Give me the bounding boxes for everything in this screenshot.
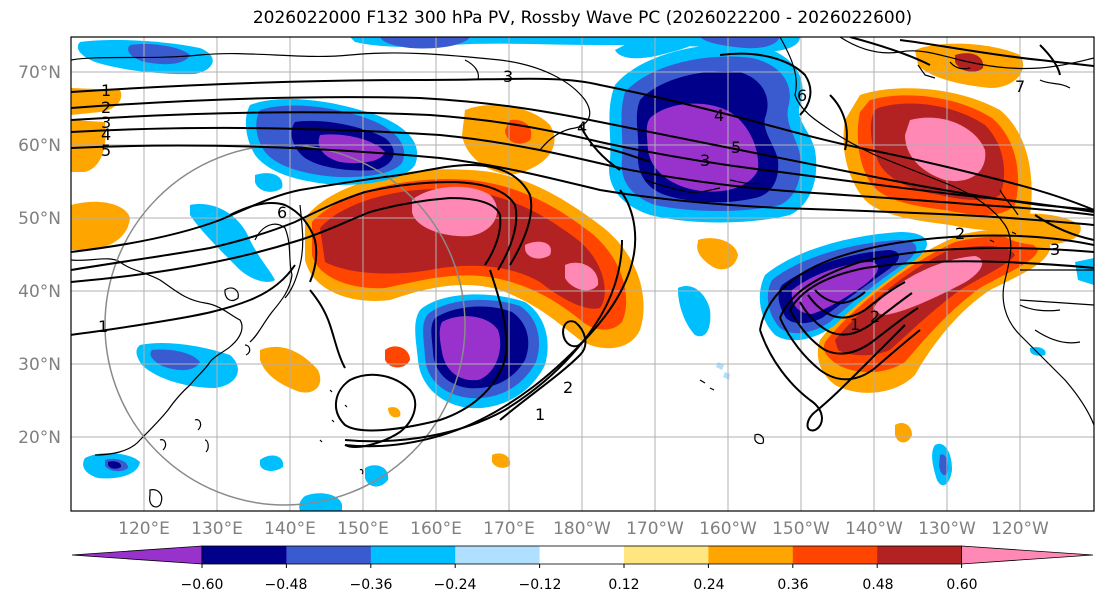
lon-label: 120°W — [991, 519, 1049, 539]
contour-label: 5 — [731, 138, 741, 157]
contour-label: 4 — [714, 106, 724, 125]
contour-label: 1 — [98, 317, 108, 336]
trough-central-north-pacific — [350, 37, 817, 223]
latitude-labels: 70°N 60°N 50°N 40°N 30°N 20°N — [18, 63, 61, 448]
colorbar-ticks: −0.60 −0.48 −0.36 −0.24 −0.12 0.12 0.24 … — [181, 577, 978, 593]
lat-label: 30°N — [18, 355, 61, 375]
lon-label: 160°E — [410, 519, 462, 539]
ridge-gulf-of-alaska — [843, 43, 1032, 231]
contour-label: 6 — [277, 203, 287, 222]
colorbar-segment — [792, 546, 878, 564]
lat-label: 40°N — [18, 282, 61, 302]
longitude-labels: 120°E 130°E 140°E 150°E 160°E 170°E 180°… — [118, 519, 1049, 539]
pc-contours — [71, 37, 1094, 448]
lon-label: 170°E — [483, 519, 535, 539]
lon-label: 160°W — [699, 519, 757, 539]
colorbar-tick-label: −0.48 — [265, 577, 308, 593]
contour-label: 3 — [1050, 240, 1060, 259]
colorbar-tick-label: −0.60 — [181, 577, 224, 593]
colorbar — [71, 545, 1094, 568]
contour-label: 4 — [101, 125, 111, 144]
colorbar-tick-label: 0.36 — [777, 577, 808, 593]
contour-label: 4 — [577, 118, 587, 137]
ridge-west-pacific — [305, 105, 644, 349]
lat-label: 50°N — [18, 209, 61, 229]
contour-label: 6 — [797, 86, 807, 105]
colorbar-extend-max — [961, 545, 1094, 565]
lon-label: 140°E — [264, 519, 316, 539]
contour-label: 3 — [101, 113, 111, 132]
lon-label: 150°W — [772, 519, 830, 539]
colorbar-segment — [624, 546, 709, 564]
contour-label: 5 — [101, 141, 111, 160]
colorbar-extend-min — [71, 545, 203, 565]
lon-label: 170°W — [626, 519, 684, 539]
colorbar-segment — [455, 546, 541, 564]
contour-label: 1 — [101, 81, 111, 100]
colorbar-tick-label: 0.12 — [608, 577, 639, 593]
lon-label: 140°W — [845, 519, 903, 539]
lon-label: 130°W — [918, 519, 976, 539]
colorbar-outline — [201, 545, 962, 565]
lat-label: 20°N — [18, 428, 61, 448]
lon-label: 120°E — [118, 519, 170, 539]
colorbar-segment — [202, 546, 287, 564]
contour-label: 1 — [850, 315, 860, 334]
contour-label: 2 — [101, 98, 111, 117]
graticule — [71, 37, 1094, 511]
contour-label: 2 — [563, 378, 573, 397]
lat-label: 70°N — [18, 63, 61, 83]
contour-label: 3 — [503, 67, 513, 86]
reference-circle — [104, 144, 466, 506]
colorbar-segment — [370, 546, 456, 564]
contour-label: 2 — [870, 307, 880, 326]
lat-label: 60°N — [18, 136, 61, 156]
contour-label: 2 — [955, 224, 965, 243]
map-frame — [70, 36, 1095, 512]
colorbar-tick-label: 0.48 — [862, 577, 893, 593]
colorbar-segment — [286, 546, 372, 564]
lon-label: 150°E — [337, 519, 389, 539]
pv-min-purple — [646, 103, 759, 192]
contour-label: 1 — [535, 405, 545, 424]
colorbar-segment — [877, 546, 963, 564]
lon-label: 180°W — [553, 519, 611, 539]
colorbar-tick-label: −0.36 — [350, 577, 393, 593]
colorbar-tick-label: −0.12 — [519, 577, 562, 593]
colorbar-tick-label: 0.60 — [946, 577, 977, 593]
map-title: 2026022000 F132 300 hPa PV, Rossby Wave … — [252, 8, 913, 28]
colorbar-tick-label: 0.24 — [693, 577, 724, 593]
contour-label: 7 — [1015, 77, 1025, 96]
colorbar-segment — [708, 546, 794, 564]
colorbar-tick-label: −0.24 — [434, 577, 477, 593]
contour-label: 3 — [700, 151, 710, 170]
contour-labels: 1 2 3 4 5 4 3 2 1 6 6 5 4 3 2 1 3 2 7 1 — [98, 67, 1060, 424]
lon-label: 130°E — [191, 519, 243, 539]
colorbar-segment — [539, 546, 625, 564]
